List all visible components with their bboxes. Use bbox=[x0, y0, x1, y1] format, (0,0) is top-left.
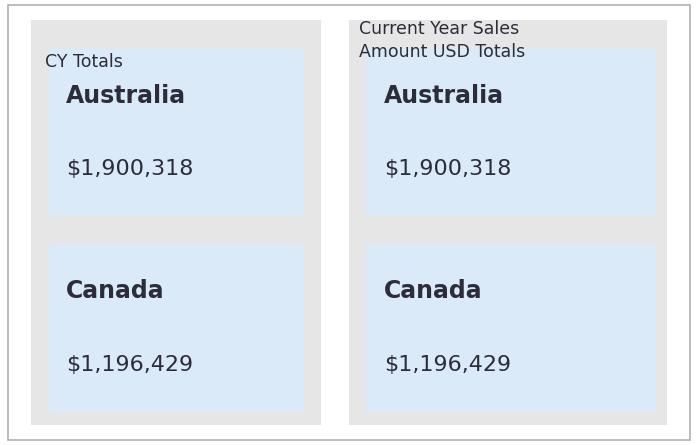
FancyBboxPatch shape bbox=[31, 20, 321, 425]
FancyBboxPatch shape bbox=[49, 49, 304, 216]
Text: Canada: Canada bbox=[384, 279, 482, 303]
FancyBboxPatch shape bbox=[8, 5, 690, 440]
Text: Australia: Australia bbox=[384, 84, 504, 108]
Text: Australia: Australia bbox=[66, 84, 186, 108]
Text: $1,900,318: $1,900,318 bbox=[384, 159, 511, 179]
FancyBboxPatch shape bbox=[349, 20, 667, 425]
Text: Canada: Canada bbox=[66, 279, 165, 303]
FancyBboxPatch shape bbox=[49, 245, 304, 412]
Text: $1,900,318: $1,900,318 bbox=[66, 159, 193, 179]
Text: Current Year Sales
Amount USD Totals: Current Year Sales Amount USD Totals bbox=[359, 20, 526, 61]
Text: $1,196,429: $1,196,429 bbox=[384, 355, 511, 375]
Text: CY Totals: CY Totals bbox=[45, 53, 124, 71]
Text: $1,196,429: $1,196,429 bbox=[66, 355, 193, 375]
FancyBboxPatch shape bbox=[366, 49, 656, 216]
FancyBboxPatch shape bbox=[366, 245, 656, 412]
